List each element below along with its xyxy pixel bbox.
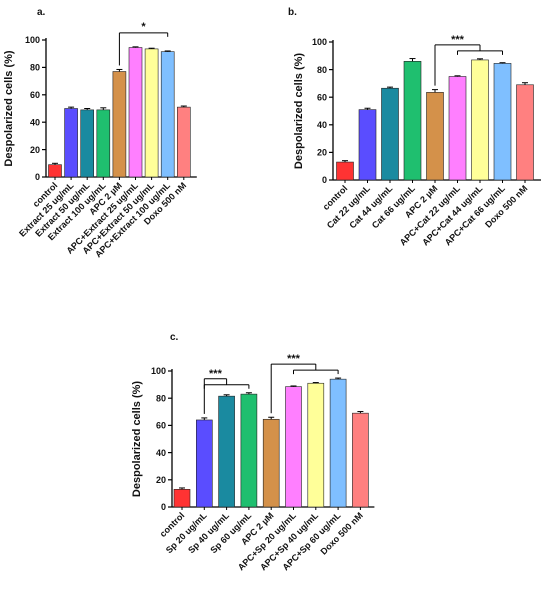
bar — [403, 61, 422, 181]
significance-bracket: *** — [270, 353, 339, 414]
panel-b: b.Despolarized cells (%)020406080100cont… — [288, 7, 541, 248]
bar — [96, 109, 111, 178]
bar — [516, 84, 534, 181]
bar — [448, 76, 467, 181]
significance-label: *** — [451, 34, 465, 46]
y-tick-label: 20 — [317, 148, 327, 158]
bar — [177, 106, 191, 178]
y-tick-label: 20 — [30, 145, 40, 155]
y-axis-title: Despolarized cells (%) — [131, 381, 143, 497]
y-tick-label: 100 — [25, 35, 40, 45]
bar — [358, 109, 377, 181]
bar — [336, 161, 354, 181]
significance-bracket: *** — [203, 368, 250, 414]
bar — [285, 386, 302, 508]
bar — [493, 63, 512, 181]
y-tick-label: 60 — [156, 421, 166, 431]
bar — [48, 164, 62, 178]
bar — [196, 419, 213, 508]
bar — [160, 51, 175, 178]
bar — [80, 109, 94, 178]
significance-label: *** — [287, 353, 301, 365]
y-tick-label: 40 — [317, 120, 327, 130]
y-tick-label: 0 — [322, 175, 327, 185]
panel-label: c. — [170, 332, 179, 343]
bar — [112, 71, 127, 178]
panel-label: b. — [288, 7, 297, 18]
panel-c: c.Despolarized cells (%)020406080100cont… — [131, 332, 375, 572]
bar — [426, 92, 444, 181]
bar — [262, 418, 280, 508]
bar — [240, 393, 258, 508]
significance-label: * — [141, 21, 146, 33]
y-tick-label: 100 — [151, 366, 166, 376]
y-tick-label: 20 — [156, 475, 166, 485]
y-tick-label: 80 — [156, 393, 166, 403]
y-tick-label: 80 — [30, 63, 40, 73]
y-axis-title: Despolarized cells (%) — [293, 53, 305, 169]
y-tick-label: 60 — [30, 90, 40, 100]
bar — [471, 59, 489, 181]
significance-label: *** — [209, 368, 223, 380]
bar — [307, 382, 325, 508]
bar — [352, 412, 369, 508]
bar — [144, 48, 159, 178]
significance-bracket: * — [118, 21, 169, 66]
bar — [128, 47, 143, 178]
bar — [381, 87, 399, 181]
y-tick-label: 0 — [35, 172, 40, 182]
y-tick-label: 100 — [312, 37, 327, 47]
y-tick-label: 40 — [30, 117, 40, 127]
y-tick-label: 40 — [156, 448, 166, 458]
bar — [173, 489, 191, 508]
y-tick-label: 60 — [317, 92, 327, 102]
bar — [64, 108, 78, 178]
y-axis-title: Despolarized cells (%) — [3, 50, 15, 166]
y-tick-label: 80 — [317, 65, 327, 75]
bar — [329, 378, 347, 508]
panel-label: a. — [37, 7, 46, 18]
significance-bracket: *** — [434, 34, 503, 86]
bar — [218, 395, 235, 508]
y-tick-label: 0 — [161, 502, 166, 512]
panel-a: a.Despolarized cells (%)020406080100cont… — [3, 7, 197, 259]
